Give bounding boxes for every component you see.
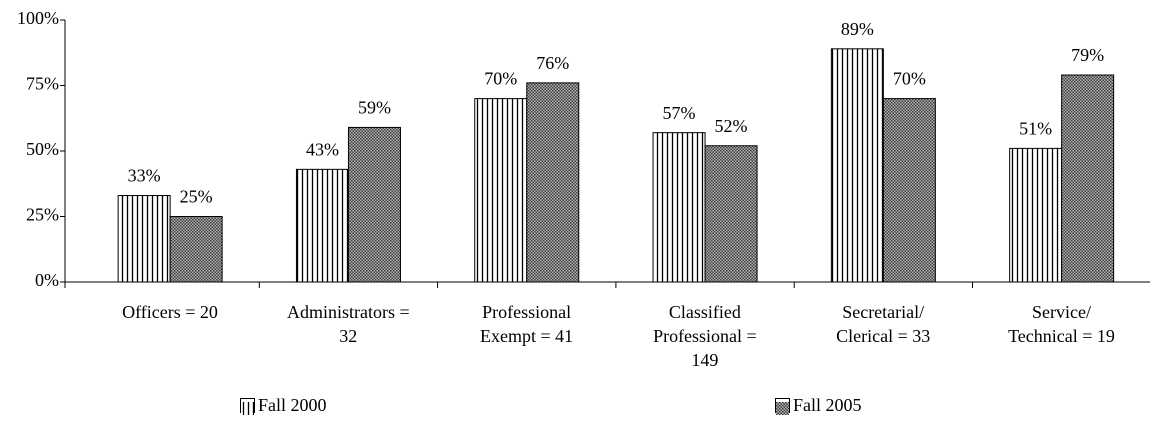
bar xyxy=(1009,147,1063,283)
bar xyxy=(474,98,528,283)
y-tick-label: 50% xyxy=(26,139,59,159)
data-label: 76% xyxy=(536,53,569,73)
data-label: 25% xyxy=(180,187,213,207)
y-tick-label: 100% xyxy=(17,8,59,28)
data-label: 70% xyxy=(893,69,926,89)
data-label: 89% xyxy=(841,19,874,39)
x-tick-label: Service/ Technical = 19 xyxy=(1008,302,1115,346)
x-tick-label: Professional Exempt = 41 xyxy=(480,302,574,346)
x-tick-label: Secretarial/ Clerical = 33 xyxy=(836,302,931,346)
y-tick-label: 25% xyxy=(26,205,59,225)
x-tick-label: Classified Professional = 149 xyxy=(653,302,757,370)
bar xyxy=(652,132,706,283)
bar xyxy=(882,98,936,283)
data-label: 70% xyxy=(484,69,517,89)
data-label: 59% xyxy=(358,98,391,118)
data-label: 33% xyxy=(128,166,161,186)
legend-swatch xyxy=(775,398,790,415)
legend-label: Fall 2005 xyxy=(793,395,862,415)
bar xyxy=(526,82,580,283)
legend-swatch xyxy=(240,398,255,415)
data-label: 52% xyxy=(715,116,748,136)
y-tick-label: 75% xyxy=(26,74,59,94)
data-label: 79% xyxy=(1071,45,1104,65)
bar xyxy=(169,216,223,283)
bar xyxy=(117,195,171,283)
bar xyxy=(830,48,884,283)
data-label: 43% xyxy=(306,139,339,159)
data-label: 57% xyxy=(663,103,696,123)
y-tick-label: 0% xyxy=(35,270,59,290)
bar xyxy=(347,126,401,283)
bar xyxy=(295,168,349,283)
bar xyxy=(704,145,758,283)
legend-label: Fall 2000 xyxy=(258,395,327,415)
x-tick-label: Officers = 20 xyxy=(122,302,218,322)
legend-item: Fall 2000 xyxy=(240,395,327,416)
legend-item: Fall 2005 xyxy=(775,395,862,416)
bar xyxy=(1061,74,1115,283)
x-tick-label: Administrators = 32 xyxy=(286,302,410,346)
data-label: 51% xyxy=(1019,119,1052,139)
